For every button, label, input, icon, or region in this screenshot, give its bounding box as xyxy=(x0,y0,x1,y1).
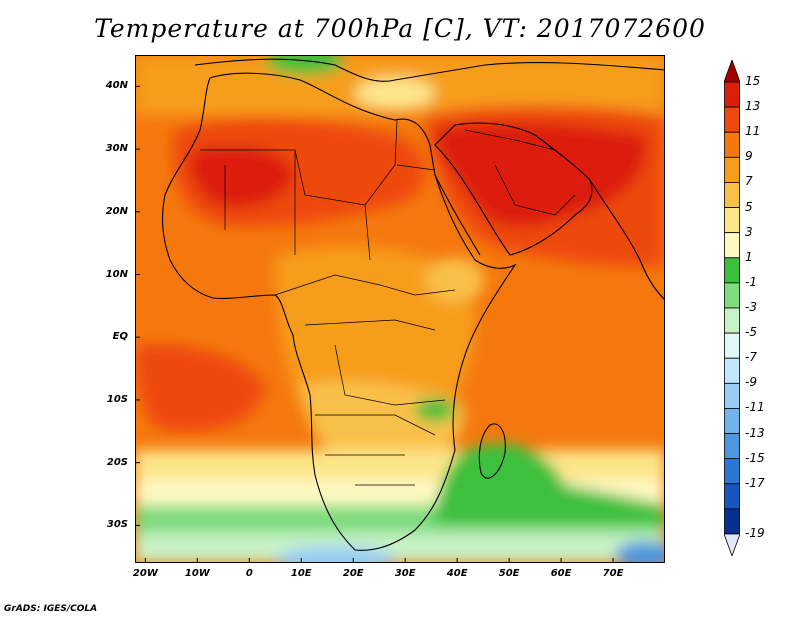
lon-label: 70E xyxy=(602,568,624,579)
lat-label: EQ xyxy=(112,331,128,343)
lat-label: 10N xyxy=(105,268,128,280)
field-madagascar-green xyxy=(435,443,665,525)
europe-coast xyxy=(194,58,665,82)
lon-label: 20W xyxy=(132,568,158,579)
field-north-green xyxy=(265,55,345,75)
colorbar-swatch xyxy=(724,332,740,359)
lon-label: 50E xyxy=(498,568,520,579)
colorbar-swatch xyxy=(724,508,740,535)
colorbar xyxy=(724,60,740,556)
colorbar-swatch xyxy=(724,131,740,158)
lon-label: 60E xyxy=(550,568,572,579)
field-south-aqua xyxy=(135,533,665,563)
lon-label: 0 xyxy=(245,568,253,579)
colorbar-swatch xyxy=(724,182,740,208)
colorbar-label: 15 xyxy=(745,74,761,88)
lat-label: 30N xyxy=(105,143,128,155)
colorbar-swatch xyxy=(724,408,740,434)
colorbar-swatch xyxy=(724,433,740,460)
field-ethiopia-warm xyxy=(425,258,485,302)
colorbar-swatch xyxy=(724,382,740,409)
colorbar-label: 9 xyxy=(745,149,753,164)
field-north-yellow xyxy=(355,77,435,109)
temperature-map xyxy=(135,55,665,563)
colorbar-label: -3 xyxy=(745,300,757,314)
colorbar-swatch xyxy=(724,307,740,334)
field-atlantic-warm xyxy=(135,344,265,432)
colorbar-swatch xyxy=(724,106,740,133)
colorbar-swatch xyxy=(724,483,740,510)
colorbar-label: -17 xyxy=(745,475,765,490)
colorbar-swatch xyxy=(724,232,740,259)
colorbar-swatch xyxy=(724,207,740,234)
lon-label: 10W xyxy=(184,568,210,579)
colorbar-label: -15 xyxy=(745,450,765,465)
map-frame xyxy=(135,55,665,563)
field-arabia-core xyxy=(435,122,647,227)
lat-label: 20N xyxy=(105,205,128,217)
map-ticks xyxy=(135,85,614,563)
map-title: Temperature at 700hPa [C], VT: 201707260… xyxy=(94,14,706,43)
colorbar-label: -13 xyxy=(745,425,765,440)
red-sea-coast xyxy=(434,174,481,256)
colorbar-top-arrow xyxy=(724,60,740,83)
lat-label: 10S xyxy=(106,393,128,405)
lat-label: 20S xyxy=(106,456,128,468)
colorbar-label: 1 xyxy=(745,249,753,264)
colorbar-label: -19 xyxy=(745,526,765,540)
colorbar-swatch xyxy=(724,257,740,284)
lon-label: 40E xyxy=(446,568,468,579)
field-rift-green xyxy=(415,398,455,422)
colorbar-label: 5 xyxy=(745,199,753,214)
field-southeast-blue xyxy=(615,541,665,563)
grads-credit: GrADS: IGES/COLA xyxy=(4,604,98,614)
colorbar-label: 3 xyxy=(745,224,753,239)
lon-label: 10E xyxy=(290,568,312,579)
country-borders xyxy=(200,119,576,486)
colorbar-label: -9 xyxy=(745,375,757,390)
lat-label: 40N xyxy=(105,80,128,92)
colorbar-label: -1 xyxy=(745,274,757,289)
colorbar-label: 13 xyxy=(745,99,761,114)
lon-label: 20E xyxy=(342,568,364,579)
arabia-coast xyxy=(434,122,593,256)
coastlines xyxy=(161,58,665,551)
colorbar-label: -7 xyxy=(745,350,757,365)
colorbar-swatch xyxy=(724,156,740,183)
lon-label: 30E xyxy=(394,568,416,579)
asia-coast xyxy=(589,179,665,301)
colorbar-label: 11 xyxy=(745,124,761,139)
colorbar-swatch xyxy=(724,282,740,309)
field-sahara-core xyxy=(189,146,295,208)
colorbar-label: -11 xyxy=(745,400,765,415)
colorbar-label: 7 xyxy=(745,174,753,189)
colorbar-swatch xyxy=(724,81,740,108)
lat-label: 30S xyxy=(106,519,128,531)
colorbar-label: -5 xyxy=(745,325,757,340)
africa-coastline xyxy=(161,72,517,551)
madagascar-coast xyxy=(478,423,506,479)
colorbar-bottom-arrow xyxy=(724,533,740,556)
colorbar-swatch xyxy=(724,458,740,485)
colorbar-swatch xyxy=(724,357,740,384)
